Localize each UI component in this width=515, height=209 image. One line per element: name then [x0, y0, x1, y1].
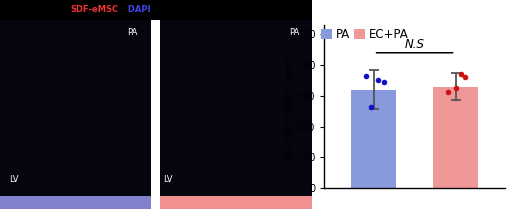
Text: PA: PA — [127, 28, 137, 37]
Point — [362, 74, 370, 77]
Y-axis label: # of DiI⁺/DAPI⁺ (mm²): # of DiI⁺/DAPI⁺ (mm²) — [284, 53, 294, 160]
Text: LV: LV — [9, 175, 19, 184]
Text: SDF-eMSC: SDF-eMSC — [70, 5, 118, 14]
Legend: PA, EC+PA: PA, EC+PA — [321, 28, 408, 41]
Point — [460, 76, 469, 79]
Text: N.S: N.S — [405, 38, 424, 51]
Text: DAPI: DAPI — [125, 5, 150, 14]
Point — [452, 87, 460, 90]
Point — [367, 105, 375, 108]
FancyBboxPatch shape — [0, 0, 312, 20]
Point — [444, 90, 452, 93]
Text: PA: PA — [289, 28, 299, 37]
Point — [373, 79, 382, 82]
Point — [380, 81, 388, 84]
FancyBboxPatch shape — [0, 20, 151, 196]
Point — [457, 72, 466, 75]
FancyBboxPatch shape — [0, 196, 151, 209]
FancyBboxPatch shape — [161, 196, 312, 209]
Bar — [351, 90, 396, 188]
FancyBboxPatch shape — [161, 20, 312, 196]
Text: LV: LV — [164, 175, 173, 184]
Bar — [433, 87, 478, 188]
